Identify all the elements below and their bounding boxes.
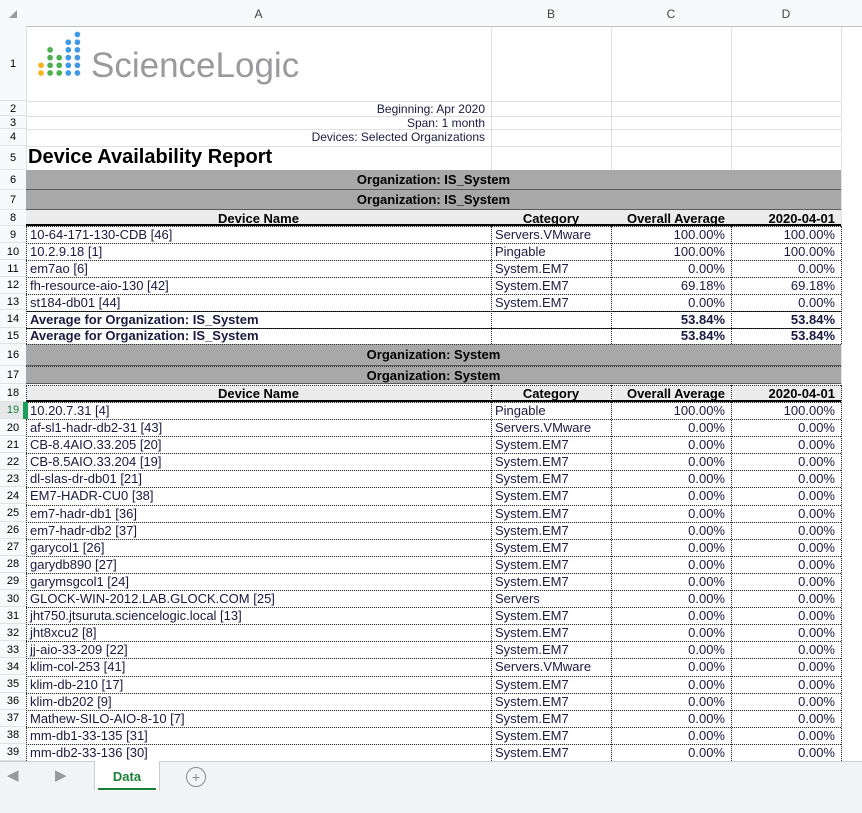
svg-text:ScienceLogic: ScienceLogic bbox=[91, 46, 299, 85]
